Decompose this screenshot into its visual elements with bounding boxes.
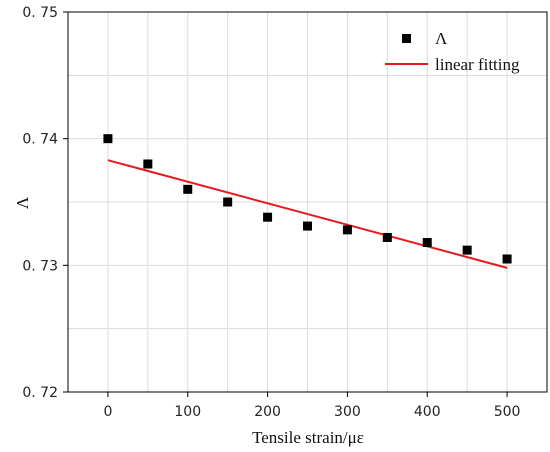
fit-line-layer: [107, 159, 508, 269]
x-tick-label: 0: [103, 404, 112, 420]
x-tick-label: 400: [414, 404, 441, 420]
x-tick-label: 300: [334, 404, 361, 420]
data-point: [263, 212, 273, 222]
x-tick-label: 100: [174, 404, 201, 420]
data-point: [342, 225, 352, 235]
legend: Λ linear fitting: [385, 29, 520, 74]
plot-frame: [67, 11, 548, 393]
data-point: [103, 134, 113, 144]
legend-label-fit: linear fitting: [435, 55, 520, 74]
y-axis-title: Λ: [13, 196, 32, 209]
x-tick-label: 200: [254, 404, 281, 420]
data-point: [143, 159, 153, 169]
tick-labels-layer: 0 100 200 300 400 500 0. 72 0. 73 0. 74 0. 75: [22, 5, 520, 420]
ticks-layer: [63, 11, 508, 397]
scatter-points-layer: [103, 134, 512, 264]
y-tick-label: 0. 75: [22, 5, 58, 21]
data-point: [382, 232, 392, 242]
data-point: [303, 221, 312, 231]
data-point: [183, 184, 193, 194]
y-tick-label: 0. 74: [22, 132, 58, 148]
data-point: [223, 197, 233, 207]
data-point: [502, 254, 512, 264]
linear-fit-line: [107, 159, 508, 269]
y-tick-label: 0. 72: [22, 385, 58, 401]
x-tick-label: 500: [494, 404, 521, 420]
x-axis-title: Tensile strain/με: [252, 428, 364, 447]
data-point: [422, 238, 432, 248]
y-tick-label: 0. 73: [22, 258, 58, 274]
legend-marker-square: [402, 34, 411, 43]
data-point: [462, 245, 472, 255]
legend-label-points: Λ: [435, 29, 448, 48]
